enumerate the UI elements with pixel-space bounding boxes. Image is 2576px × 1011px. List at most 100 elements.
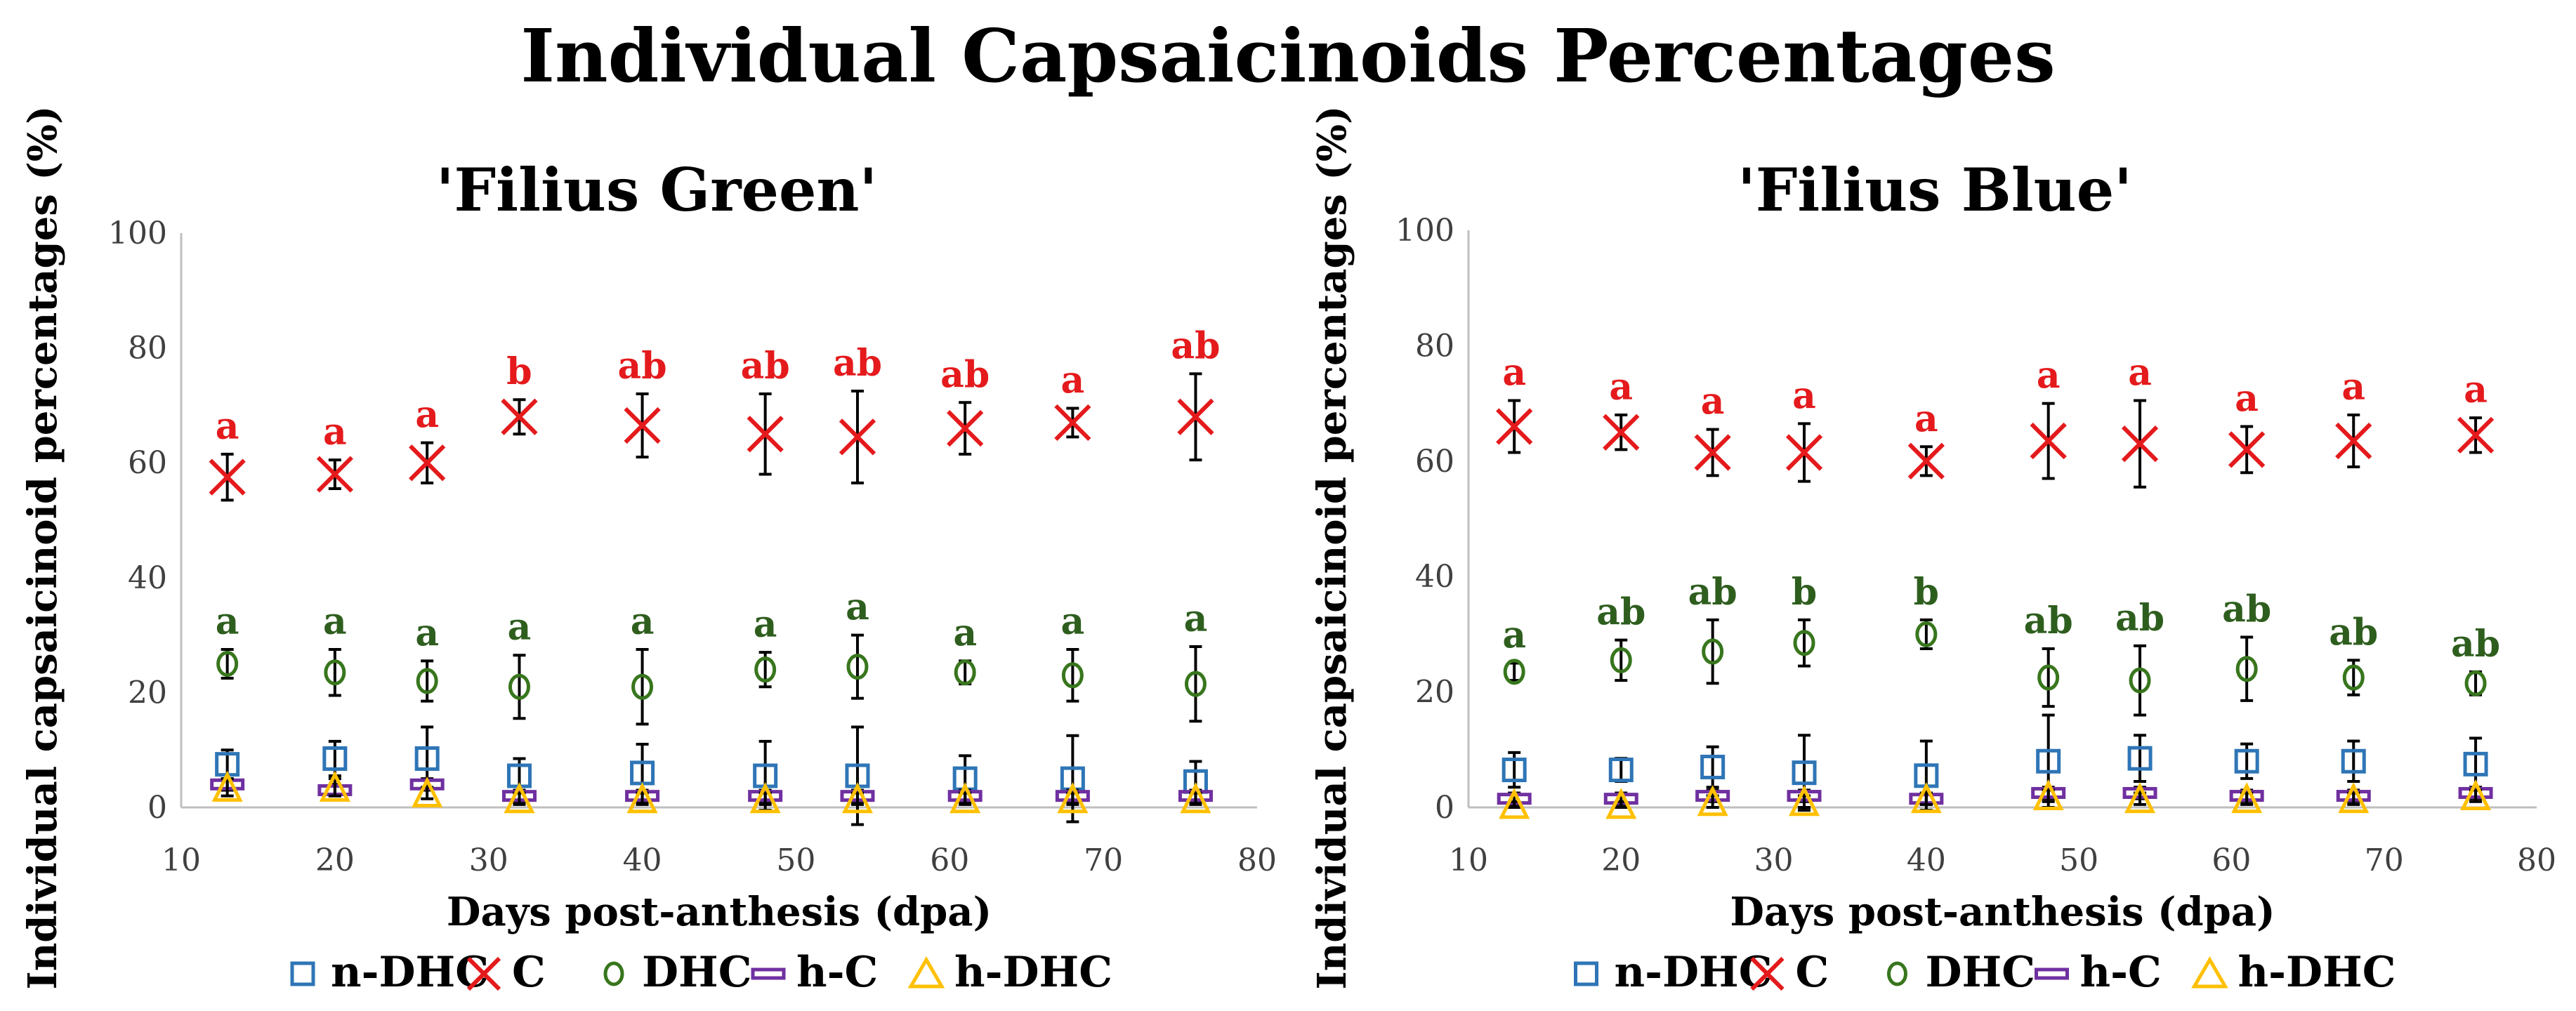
x-tick-label: 20 [1601, 842, 1641, 878]
data-point-DHC [1184, 670, 1207, 697]
data-point-C-stroke-b [316, 456, 353, 493]
series-DHC [1503, 618, 2487, 717]
data-point-C [947, 409, 984, 447]
data-point-DHC [2037, 664, 2060, 691]
significance-letter-DHC: ab [1596, 591, 1645, 634]
data-point-DHC [1610, 647, 1632, 673]
error-bar [2240, 635, 2254, 702]
y-tick-label: 40 [128, 560, 167, 596]
x-tick-label: 60 [930, 842, 969, 878]
data-point-DHC [508, 673, 530, 700]
data-point-h-DHC [211, 770, 243, 802]
error-bar [850, 725, 864, 826]
data-point-C [501, 398, 538, 435]
legend-marker-C-stroke-b [466, 956, 501, 991]
panel-title: 'Filius Green' [436, 155, 877, 225]
error-bar [2134, 644, 2147, 717]
significance-letter-DHC: ab [2024, 600, 2073, 642]
data-point-n-DHC [322, 746, 348, 771]
x-tick-label: 50 [2059, 842, 2098, 878]
legend-marker-DHC [1887, 961, 1907, 986]
data-point-C [2121, 425, 2159, 463]
data-point-C [1177, 398, 1214, 435]
series-n-DHC [215, 725, 1208, 826]
data-point-DHC [1915, 621, 1938, 647]
data-point-C [747, 416, 784, 453]
chart-panel-filius-green: 'Filius Green' 0 20 40 60 80 100 10 20 30 40 50 60 70… [20, 106, 1277, 997]
legend-label-h-DHC: h-DHC [2238, 948, 2396, 997]
significance-letter-DHC: a [216, 600, 239, 643]
legend-marker-n-DHC [1574, 961, 1598, 986]
error-bar [1066, 648, 1079, 703]
error-bar [1615, 638, 1628, 682]
significance-letter-DHC: a [1184, 597, 1208, 640]
data-point-h-DHC [1910, 782, 1942, 814]
significance-letter-C: a [415, 394, 439, 437]
significance-letter-DHC: a [1502, 614, 1526, 657]
data-point-C-stroke-b [2228, 431, 2266, 468]
significance-letter-DHC: a [1061, 600, 1085, 643]
significance-letter-DHC: ab [2115, 597, 2164, 640]
significance-letter-C: a [216, 405, 239, 448]
data-point-C [1603, 414, 1640, 451]
data-point-C [1694, 434, 1731, 471]
data-point-DHC [2464, 670, 2487, 696]
data-point-DHC [954, 659, 976, 686]
data-point-C [1785, 434, 1823, 471]
data-point-C-stroke-b [409, 444, 446, 482]
error-bar [1798, 618, 1811, 668]
significance-letter-DHC: a [508, 606, 532, 649]
significance-letter-DHC: ab [1688, 571, 1737, 614]
data-point-n-DHC [1608, 758, 1634, 783]
data-point-C-stroke-b [747, 416, 784, 453]
data-point-C-stroke-b [1907, 442, 1945, 480]
x-tick-label: 40 [623, 842, 662, 878]
data-point-n-DHC [2127, 746, 2153, 771]
significance-letter-DHC: b [1792, 571, 1817, 614]
legend-label-h-C: h-C [796, 948, 878, 997]
significance-letter-C: a [1061, 359, 1085, 402]
data-point-C-stroke-b [1603, 414, 1640, 451]
legend: n-DHC C DHC h-C h-DHC [1574, 948, 2396, 997]
data-point-h-DHC [2338, 782, 2370, 814]
data-point-h-DHC [949, 782, 981, 814]
y-tick-label: 0 [147, 790, 167, 826]
legend-marker-h-DHC [2191, 956, 2228, 989]
significance-letter-C: a [1502, 351, 1526, 394]
significance-letter-DHC: ab [2329, 611, 2378, 654]
legend-label-C: C [1796, 948, 1829, 997]
data-point-C [839, 418, 876, 456]
y-tick-label: 80 [1415, 328, 1454, 364]
error-bar [2042, 647, 2055, 708]
data-point-DHC [1702, 638, 1724, 665]
legend-label-C: C [512, 948, 546, 997]
data-point-C [2030, 422, 2067, 460]
significance-letter-DHC: ab [2222, 588, 2271, 631]
error-bar [221, 777, 234, 798]
y-tick-label: 100 [1395, 213, 1454, 249]
series-DHC [216, 633, 1207, 726]
data-point-DHC [631, 673, 654, 700]
data-point-h-DHC [1180, 782, 1211, 814]
significance-letter-DHC: b [1914, 571, 1939, 614]
y-axis-label: Individual capsaicinoid percentages (%) [20, 106, 66, 990]
significance-letter-C: a [1792, 374, 1816, 417]
error-bar [513, 654, 526, 720]
legend-label-h-C: h-C [2080, 948, 2162, 997]
x-tick-label: 80 [2517, 842, 2556, 878]
data-point-C [1054, 404, 1091, 442]
significance-letter-C: ab [833, 342, 882, 385]
series-h-DHC [211, 770, 1211, 814]
data-point-DHC [1503, 659, 1525, 685]
data-point-n-DHC [2036, 748, 2061, 774]
legend-label-DHC: DHC [1926, 948, 2035, 997]
significance-letter-C: ab [741, 345, 790, 388]
y-axis-label: Individual capsaicinoid percentages (%) [1309, 106, 1355, 990]
significance-letter-C: a [2128, 351, 2152, 394]
legend-marker-C-stroke-b [1750, 956, 1785, 991]
data-point-C [624, 407, 661, 444]
series-C [1496, 399, 2495, 489]
x-tick-label: 30 [469, 842, 508, 878]
error-bar [1189, 645, 1202, 723]
error-bar [328, 648, 341, 697]
